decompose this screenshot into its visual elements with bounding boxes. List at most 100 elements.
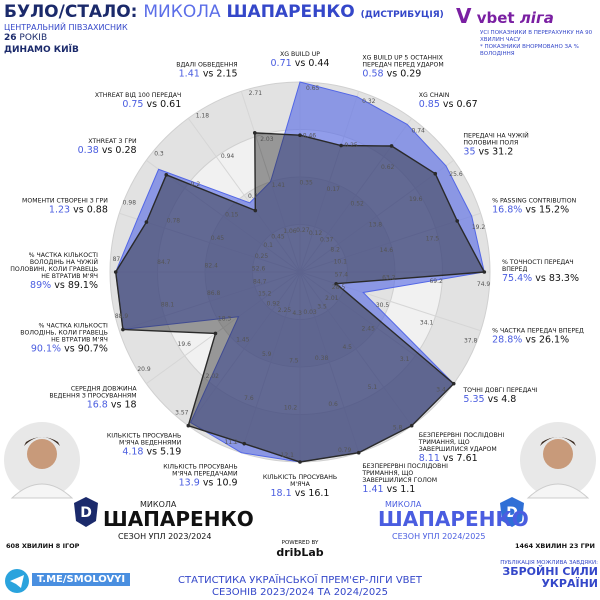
metric-name: % ЧАСТКА ПЕРЕДАЧ ВПЕРЕД — [492, 327, 584, 335]
scale-label: 30.5 — [376, 302, 390, 309]
scale-label: 3.1 — [400, 356, 410, 363]
club-badge: D — [74, 497, 98, 527]
vs: vs — [146, 98, 158, 110]
metric-name: КІЛЬКІСТЬ ПРОСУВАНЬ М'ЯЧА ПЕРЕДАЧАМИ — [163, 463, 238, 478]
telegram-link[interactable]: T.ME/SMOLOVYI — [32, 573, 131, 586]
metric-label: XTHREAT ВІД 100 ПЕРЕДАЧ 0.75 vs 0.61 — [85, 91, 181, 110]
season-old: СЕЗОН УПЛ 2023/2024 — [118, 532, 212, 541]
radar-point — [144, 220, 149, 224]
scale-label: 7.6 — [244, 395, 254, 402]
scale-label: 19.2 — [472, 224, 486, 231]
scale-label: 10.1 — [334, 258, 348, 265]
powered-by: POWERED BY — [281, 540, 319, 546]
scale-label: 57.4 — [335, 271, 349, 278]
metric-values: 0.71 vs 0.44 — [252, 58, 348, 70]
scale-label: 2.71 — [249, 90, 263, 97]
powered: POWERED BY dribLab — [262, 540, 338, 559]
age-num: 26 — [4, 33, 17, 43]
value-old: 0.44 — [308, 58, 330, 69]
metric-name: XTHREAT З ГРИ — [88, 138, 137, 146]
club-badge: D — [500, 497, 524, 527]
position: ЦЕНТРАЛЬНИЙ ПІВЗАХИСНИК — [4, 23, 128, 32]
scale-label: 0.45 — [211, 235, 225, 242]
scale-label: 1.06 — [283, 228, 297, 235]
metric-label: XG BUILD UP 0.71 vs 0.44 — [252, 51, 348, 70]
metric-name: XG BUILD UP 5 ОСТАННІХ ПЕРЕДАЧ ПЕРЕД УДА… — [362, 54, 444, 69]
scale-label: 4.5 — [342, 344, 352, 351]
notes: УСІ ПОКАЗНИКИ В ПЕРЕРАХУНКУ НА 90 ХВИЛИН… — [480, 30, 595, 58]
vs: vs — [146, 446, 158, 458]
value-old: 90.7% — [77, 344, 108, 356]
metric-values: 16.8% vs 15.2% — [492, 204, 588, 216]
scale-label: 0.37 — [320, 237, 334, 244]
metric-label: КІЛЬКІСТЬ ПРОСУВАНЬ М'ЯЧА 18.1 vs 16.1 — [252, 474, 348, 500]
scale-label: 0.52 — [350, 200, 364, 207]
value-new: 35 — [463, 146, 476, 158]
metric-values: 16.8 vs 18 — [41, 399, 137, 411]
scale-label: 69.2 — [429, 278, 443, 285]
metric-name: КІЛЬКІСТЬ ПРОСУВАНЬ М'ЯЧА — [262, 474, 338, 488]
value-new: 1.41 — [362, 484, 384, 496]
scale-label: 0.15 — [225, 211, 239, 218]
metric-name: XG BUILD UP — [279, 51, 321, 58]
vs: vs — [487, 393, 499, 405]
note: * ПОКАЗНИКИ ВНОРМОВАНО ЗА % ВОЛОДІННЯ — [480, 44, 579, 57]
scale-label: 2.01 — [325, 295, 339, 302]
scale-label: 18.3 — [218, 316, 232, 323]
svg-text:D: D — [506, 505, 518, 521]
value-old: 15.2% — [538, 204, 570, 216]
metric-name: ТОЧНІ ДОВГІ ПЕРЕДАЧІ — [463, 386, 538, 394]
scale-label: 28.5 — [332, 284, 346, 291]
scale-label: 84.7 — [157, 259, 171, 266]
scale-label: 0.25 — [255, 253, 269, 260]
radar-point — [242, 441, 247, 446]
metric-label: XG BUILD UP 5 ОСТАННІХ ПЕРЕДАЧ ПЕРЕД УДА… — [362, 55, 458, 81]
scale-label: 0.25 — [344, 142, 358, 149]
value-old: 0.67 — [456, 98, 478, 110]
metric-label: % ЧАСТКА КІЛЬКОСТІ ВОЛОДІНЬ, КОЛИ ГРАВЕЦ… — [12, 323, 108, 356]
value-new: 8.11 — [418, 453, 440, 465]
value-new: 75.4% — [502, 273, 533, 284]
scale-label: 0.35 — [299, 180, 313, 187]
scale-label: 1.45 — [236, 337, 250, 344]
footer-line: СТАТИСТИКА УКРАЇНСЬКОЇ ПРЕМ'ЄР-ЛІГИ VBET — [178, 575, 422, 586]
title-part: (ДИСТРИБУЦІЯ) — [360, 10, 444, 20]
radar-point — [451, 381, 456, 386]
scale-label: 87 — [113, 256, 121, 263]
metric-label: % PASSING CONTRIBUTION 16.8% vs 15.2% — [492, 197, 588, 216]
metric-label: БЕЗПЕРЕРВНІ ПОСЛІДОВНІ ТРИМАННЯ, ЩО ЗАВЕ… — [419, 432, 515, 465]
radar-point — [433, 171, 438, 176]
scale-label: 1.18 — [196, 113, 210, 120]
radar-point — [409, 423, 414, 428]
value-new: 0.85 — [418, 98, 440, 110]
metric-name: % PASSING CONTRIBUTION — [492, 197, 577, 205]
value-new: 0.75 — [122, 98, 144, 110]
scale-label: 2.45 — [362, 326, 376, 333]
metric-values: 0.38 vs 0.28 — [41, 145, 137, 157]
scale-label: 5.8 — [393, 424, 403, 431]
radar-point — [339, 143, 343, 148]
scale-label: 2.25 — [278, 307, 292, 314]
svg-text:D: D — [80, 505, 92, 521]
scale-label: 2.03 — [260, 136, 274, 143]
scale-label: 19.6 — [409, 196, 423, 203]
scale-label: 84.7 — [253, 279, 267, 286]
sponsor-line: ЗБРОЙНІ СИЛИ — [502, 565, 598, 578]
scale-label: 3.5 — [317, 304, 327, 311]
vs: vs — [54, 280, 65, 291]
scale-label: 86.8 — [207, 290, 221, 297]
value-new: 0.71 — [270, 58, 292, 69]
metric-name: % ТОЧНОСТІ ПЕРЕДАЧ ВПЕРЕД — [502, 259, 574, 273]
value-new: 1.23 — [48, 204, 71, 216]
vs: vs — [64, 344, 75, 356]
value-old: 31.2 — [492, 146, 514, 158]
metric-values: 0.75 vs 0.61 — [85, 98, 181, 110]
value-old: 16.1 — [308, 488, 330, 499]
value-new: 1.41 — [178, 68, 200, 80]
scale-label: 12.1 — [281, 452, 295, 459]
scale-label: 0.17 — [327, 186, 341, 193]
season-new: СЕЗОН УПЛ 2024/2025 — [392, 532, 486, 541]
radar-point — [253, 208, 258, 213]
